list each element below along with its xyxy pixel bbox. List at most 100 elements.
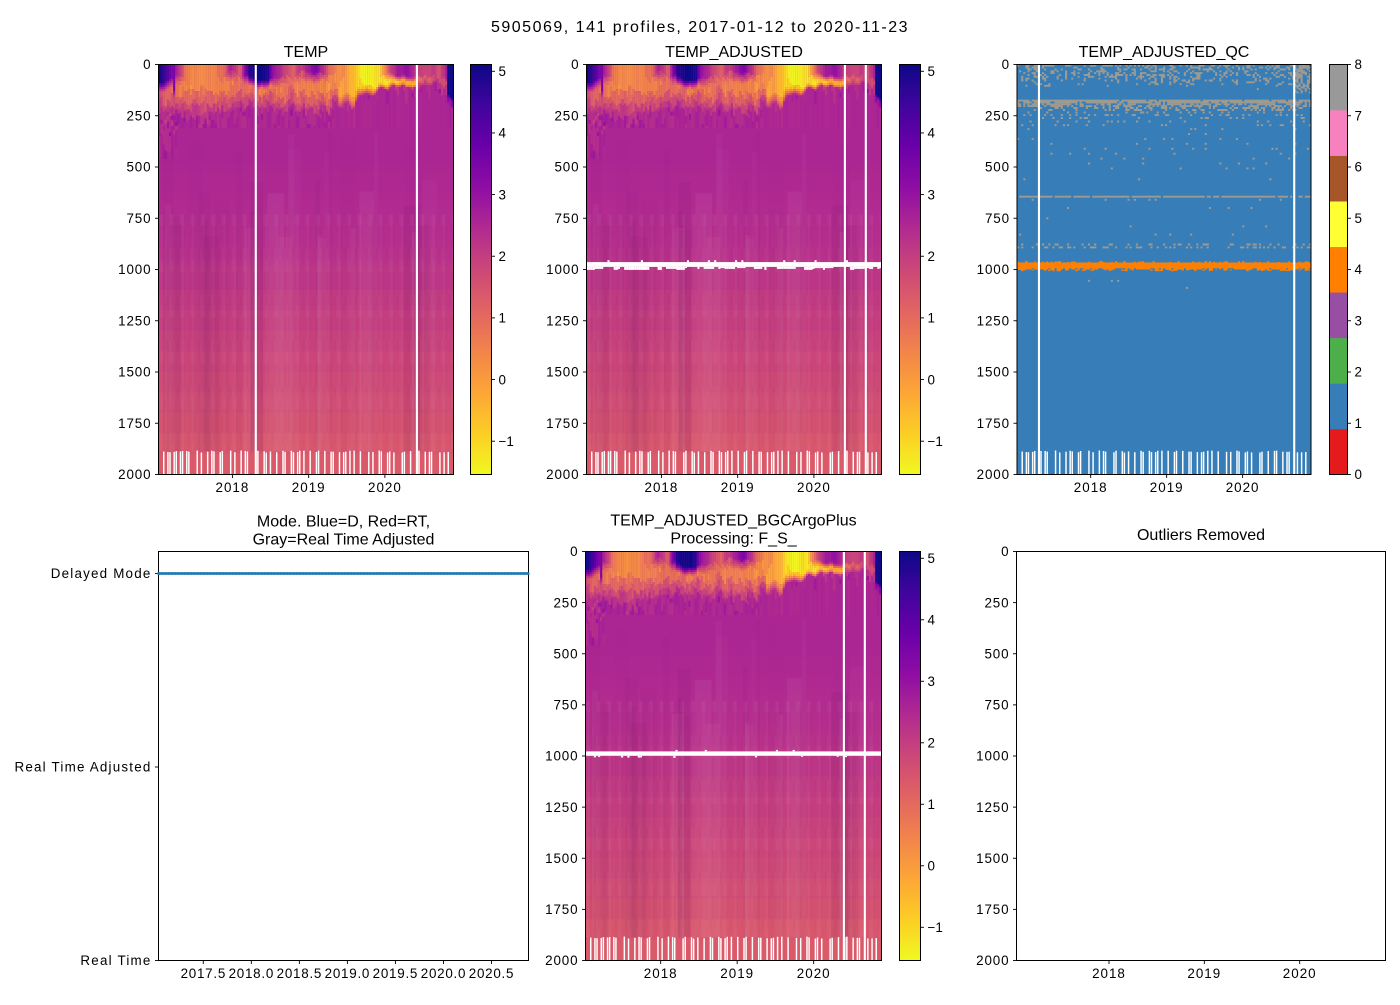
svg-text:1500: 1500 [976, 851, 1009, 866]
svg-text:2018: 2018 [645, 480, 679, 495]
svg-text:5: 5 [928, 551, 935, 566]
svg-text:750: 750 [553, 698, 578, 713]
svg-text:2020.5: 2020.5 [469, 966, 514, 981]
svg-text:2018: 2018 [216, 480, 250, 495]
svg-text:250: 250 [126, 109, 151, 124]
svg-text:4: 4 [499, 126, 507, 141]
svg-text:Mode. Blue=D, Red=RT,: Mode. Blue=D, Red=RT, [257, 514, 430, 531]
svg-text:500: 500 [126, 160, 151, 175]
svg-text:5905069, 141 profiles, 2017-01: 5905069, 141 profiles, 2017-01-12 to 202… [491, 19, 909, 36]
svg-text:250: 250 [985, 109, 1010, 124]
svg-text:0: 0 [571, 57, 579, 72]
svg-text:Processing: F_S_: Processing: F_S_ [670, 531, 797, 548]
svg-text:4: 4 [928, 613, 936, 628]
svg-text:4: 4 [1355, 262, 1363, 277]
svg-text:2: 2 [928, 249, 935, 264]
svg-text:2019: 2019 [1150, 480, 1184, 495]
svg-text:2018: 2018 [1092, 966, 1126, 981]
svg-text:6: 6 [1355, 160, 1362, 175]
svg-text:0: 0 [1355, 467, 1362, 482]
svg-text:0: 0 [143, 57, 151, 72]
svg-text:1: 1 [499, 311, 506, 326]
svg-text:Real Time Adjusted: Real Time Adjusted [15, 760, 152, 775]
svg-text:Real Time: Real Time [80, 953, 151, 968]
svg-text:1500: 1500 [546, 365, 579, 380]
svg-text:2020: 2020 [1283, 966, 1317, 981]
svg-text:2000: 2000 [976, 953, 1009, 968]
svg-text:500: 500 [985, 160, 1010, 175]
svg-text:2000: 2000 [546, 467, 579, 482]
svg-text:750: 750 [985, 211, 1010, 226]
svg-text:2019.0: 2019.0 [325, 966, 370, 981]
svg-text:2019: 2019 [721, 480, 755, 495]
svg-text:0: 0 [499, 372, 506, 387]
svg-text:2018.5: 2018.5 [277, 966, 322, 981]
svg-text:2020.0: 2020.0 [421, 966, 466, 981]
svg-text:2: 2 [928, 736, 935, 751]
svg-text:500: 500 [554, 160, 579, 175]
svg-text:1: 1 [1355, 416, 1362, 431]
svg-text:750: 750 [126, 211, 151, 226]
svg-text:1000: 1000 [977, 262, 1010, 277]
svg-text:2020: 2020 [797, 966, 831, 981]
svg-text:250: 250 [553, 595, 578, 610]
svg-text:250: 250 [554, 109, 579, 124]
svg-text:Outliers Removed: Outliers Removed [1137, 527, 1265, 544]
svg-text:1500: 1500 [118, 365, 151, 380]
svg-text:1250: 1250 [976, 800, 1009, 815]
svg-text:1: 1 [928, 797, 935, 812]
svg-text:2: 2 [499, 249, 506, 264]
svg-text:2020: 2020 [1226, 480, 1260, 495]
svg-text:1750: 1750 [546, 416, 579, 431]
svg-text:1750: 1750 [545, 902, 578, 917]
svg-text:−1: −1 [928, 434, 943, 449]
svg-text:2017.5: 2017.5 [181, 966, 226, 981]
svg-text:1000: 1000 [118, 262, 151, 277]
svg-text:1250: 1250 [977, 313, 1010, 328]
svg-text:1000: 1000 [976, 749, 1009, 764]
svg-text:3: 3 [928, 187, 935, 202]
svg-text:250: 250 [984, 595, 1009, 610]
svg-text:−1: −1 [499, 434, 514, 449]
svg-text:2019.5: 2019.5 [373, 966, 418, 981]
svg-text:TEMP: TEMP [284, 44, 328, 61]
svg-text:500: 500 [984, 647, 1009, 662]
svg-text:−1: −1 [928, 920, 943, 935]
svg-text:2019: 2019 [292, 480, 326, 495]
svg-text:TEMP_ADJUSTED: TEMP_ADJUSTED [665, 44, 803, 61]
svg-text:4: 4 [928, 126, 936, 141]
svg-text:750: 750 [554, 211, 579, 226]
svg-text:2018.0: 2018.0 [229, 966, 274, 981]
svg-text:5: 5 [928, 64, 935, 79]
svg-text:750: 750 [984, 698, 1009, 713]
svg-text:2018: 2018 [1074, 480, 1108, 495]
svg-text:3: 3 [499, 187, 506, 202]
svg-text:1000: 1000 [546, 262, 579, 277]
svg-text:0: 0 [1002, 57, 1010, 72]
svg-text:Delayed Mode: Delayed Mode [51, 566, 152, 581]
svg-text:1500: 1500 [977, 365, 1010, 380]
svg-text:2020: 2020 [797, 480, 831, 495]
svg-text:2019: 2019 [720, 966, 754, 981]
svg-text:1250: 1250 [118, 313, 151, 328]
svg-text:0: 0 [1001, 544, 1009, 559]
svg-text:0: 0 [570, 544, 578, 559]
svg-text:1000: 1000 [545, 749, 578, 764]
svg-text:TEMP_ADJUSTED_BGCArgoPlus: TEMP_ADJUSTED_BGCArgoPlus [610, 513, 856, 530]
svg-text:3: 3 [928, 674, 935, 689]
svg-text:3: 3 [1355, 313, 1362, 328]
svg-text:1500: 1500 [545, 851, 578, 866]
svg-text:2018: 2018 [644, 966, 678, 981]
svg-text:TEMP_ADJUSTED_QC: TEMP_ADJUSTED_QC [1079, 44, 1250, 61]
svg-text:Gray=Real Time Adjusted: Gray=Real Time Adjusted [253, 532, 435, 549]
svg-text:1250: 1250 [545, 800, 578, 815]
svg-text:7: 7 [1355, 109, 1362, 124]
svg-text:8: 8 [1355, 57, 1362, 72]
svg-text:1250: 1250 [546, 313, 579, 328]
svg-text:5: 5 [499, 64, 506, 79]
svg-text:2: 2 [1355, 365, 1362, 380]
svg-text:0: 0 [928, 859, 935, 874]
svg-text:1750: 1750 [976, 902, 1009, 917]
svg-text:1750: 1750 [977, 416, 1010, 431]
svg-text:2000: 2000 [977, 467, 1010, 482]
